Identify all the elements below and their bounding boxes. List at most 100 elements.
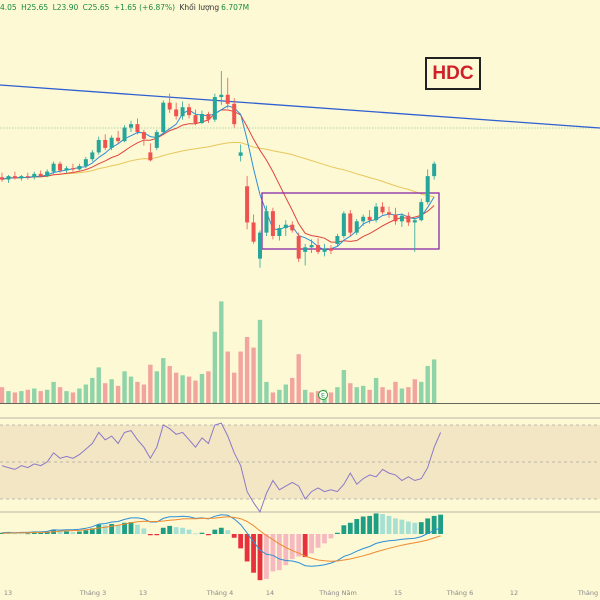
candle-body (341, 213, 346, 237)
high-value: H25.65 (21, 3, 49, 12)
volume-bar (57, 387, 63, 403)
volume-bar (32, 388, 37, 403)
volume-bar (386, 389, 392, 403)
macd-histogram-bar (238, 534, 244, 549)
macd-histogram-bar (257, 534, 263, 581)
volume-bar (328, 392, 334, 403)
volume-bar (0, 387, 5, 403)
candle-body (290, 224, 295, 231)
ma-fast-line (1, 105, 435, 251)
macd-histogram-bar (122, 522, 127, 534)
x-axis-label: 14 (266, 589, 274, 597)
macd-histogram-bar (109, 524, 115, 534)
macd-histogram-bar (44, 532, 50, 534)
volume-bar (380, 387, 385, 403)
volume-bar (419, 381, 424, 403)
volume-bar (115, 385, 121, 403)
volume-bar (109, 379, 114, 403)
volume-bar (141, 384, 147, 403)
volume-bar (315, 391, 321, 403)
candle-body (51, 163, 56, 172)
trendline (0, 84, 600, 129)
macd-histogram-bar (264, 534, 269, 579)
macd-histogram-bar (70, 532, 76, 534)
candle-body (245, 186, 250, 223)
volume-bar (399, 388, 405, 403)
candle-body (19, 176, 24, 179)
candle-body (83, 159, 88, 166)
candle-body (374, 206, 379, 221)
macd-histogram-bar (57, 531, 63, 534)
candle-body (58, 163, 63, 171)
volume-bar (219, 301, 224, 403)
candle-body (141, 132, 146, 139)
event-marker-circle (318, 390, 328, 400)
volume-bar (173, 372, 179, 403)
candle-body (367, 216, 372, 221)
x-axis-label: Tháng 6 (446, 589, 474, 597)
candle-body (399, 215, 404, 222)
candle-body (432, 163, 437, 177)
volume-value: 6.707M (221, 3, 250, 12)
macd-histogram-bar (96, 524, 102, 534)
volume-bar (244, 337, 250, 403)
volume-bar (12, 392, 18, 403)
candle-body (387, 212, 391, 215)
volume-bar (154, 371, 159, 403)
macd-histogram-bar (251, 534, 256, 573)
candle-body (180, 107, 185, 117)
volume-bar (406, 387, 411, 403)
macd-histogram-bar (89, 528, 95, 534)
volume-bar (373, 377, 379, 403)
candle-body (12, 176, 17, 179)
volume-bar (25, 389, 30, 403)
volume-bar (335, 387, 340, 403)
volume-bar (361, 385, 366, 403)
volume-bar (38, 391, 43, 403)
macd-histogram-bar (328, 534, 334, 539)
ohlc-header: 4.05 H25.65 L23.90 C25.65 +1.65 (+6.87%)… (0, 3, 251, 12)
candle-body (77, 165, 82, 170)
volume-bar (270, 392, 276, 403)
candle-body (270, 211, 275, 237)
macd-histogram-bar (115, 525, 121, 534)
close-value: C25.65 (82, 3, 110, 12)
candle-body (316, 245, 321, 252)
macd-histogram-bar (102, 525, 108, 534)
volume-bar (64, 391, 69, 403)
candle-body (6, 176, 11, 180)
volume-bar (341, 370, 347, 403)
volume-bar (257, 319, 263, 403)
volume-bar (44, 389, 50, 403)
macd-histogram-bar (270, 534, 276, 572)
macd-histogram-bar (418, 522, 424, 534)
candle-body (135, 124, 140, 133)
macd-histogram-bar (147, 534, 153, 536)
volume-bar (161, 358, 166, 403)
candle-body (238, 152, 243, 156)
macd-histogram-bar (341, 525, 347, 534)
volume-bar (51, 381, 56, 403)
candle-body (264, 211, 269, 233)
volume-bar (128, 376, 134, 403)
volume-bar (264, 381, 269, 403)
volume-bar (283, 384, 288, 403)
macd-histogram-bar (18, 533, 24, 535)
macd-histogram-bar (225, 530, 231, 534)
candle-body (328, 248, 333, 251)
volume-bar (296, 354, 301, 403)
macd-histogram-bar (276, 534, 282, 571)
x-axis-label: Tháng 4 (206, 589, 234, 597)
macd-histogram-bar (315, 534, 321, 548)
candle-body (206, 113, 211, 120)
volume-bar (148, 364, 153, 403)
candle-body (0, 177, 4, 180)
volume-bar (103, 383, 108, 403)
x-axis-label: 13 (139, 589, 147, 597)
macd-histogram-bar (393, 518, 398, 534)
candle-body (174, 109, 179, 117)
volume-bar (225, 351, 230, 403)
candle-body (161, 102, 166, 133)
candle-body (219, 94, 224, 98)
